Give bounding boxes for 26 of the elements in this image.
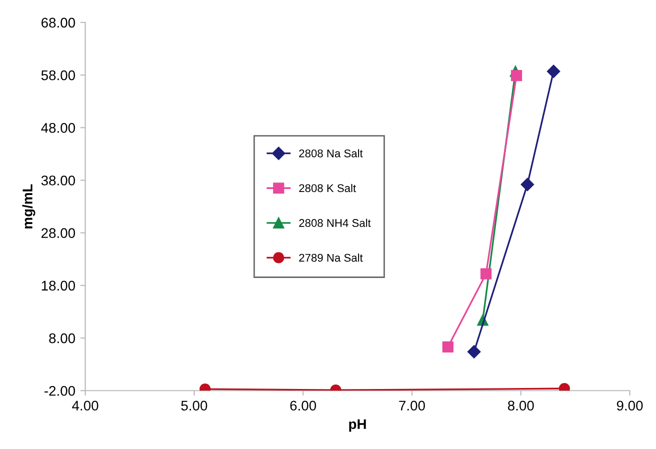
x-tick-label: 8.00 — [508, 400, 534, 411]
legend-label: 2808 Na Salt — [299, 149, 363, 158]
x-tick-label: 5.00 — [181, 400, 208, 411]
y-tick-label: 48.00 — [41, 122, 76, 133]
point — [546, 64, 560, 78]
point — [520, 178, 534, 192]
y-tick-label: 28.00 — [42, 228, 76, 238]
point — [510, 70, 522, 82]
x-tick-label: 6.00 — [290, 400, 316, 411]
legend-label: 2808 K Salt — [299, 184, 356, 192]
y-tick-label: 38.00 — [41, 176, 76, 186]
x-tick-label: 9.00 — [616, 400, 643, 411]
point — [467, 345, 481, 358]
point — [480, 268, 492, 280]
y-axis-title: mg/mL — [22, 184, 36, 228]
y-tick-label: 8.00 — [49, 333, 76, 344]
x-tick-label: 7.00 — [399, 400, 425, 411]
x-axis-title: pH — [349, 419, 366, 432]
y-tick-label: -2.00 — [44, 386, 76, 396]
x-tick-label: 4.00 — [72, 400, 98, 411]
y-tick-label: 58.00 — [41, 70, 76, 80]
legend-label: 2789 Na Salt — [299, 254, 363, 262]
y-tick-label: 68.00 — [42, 18, 76, 28]
y-tick-label: 18.00 — [42, 280, 76, 291]
point — [442, 341, 454, 353]
legend-label: 2808 NH4 Salt — [299, 218, 371, 227]
